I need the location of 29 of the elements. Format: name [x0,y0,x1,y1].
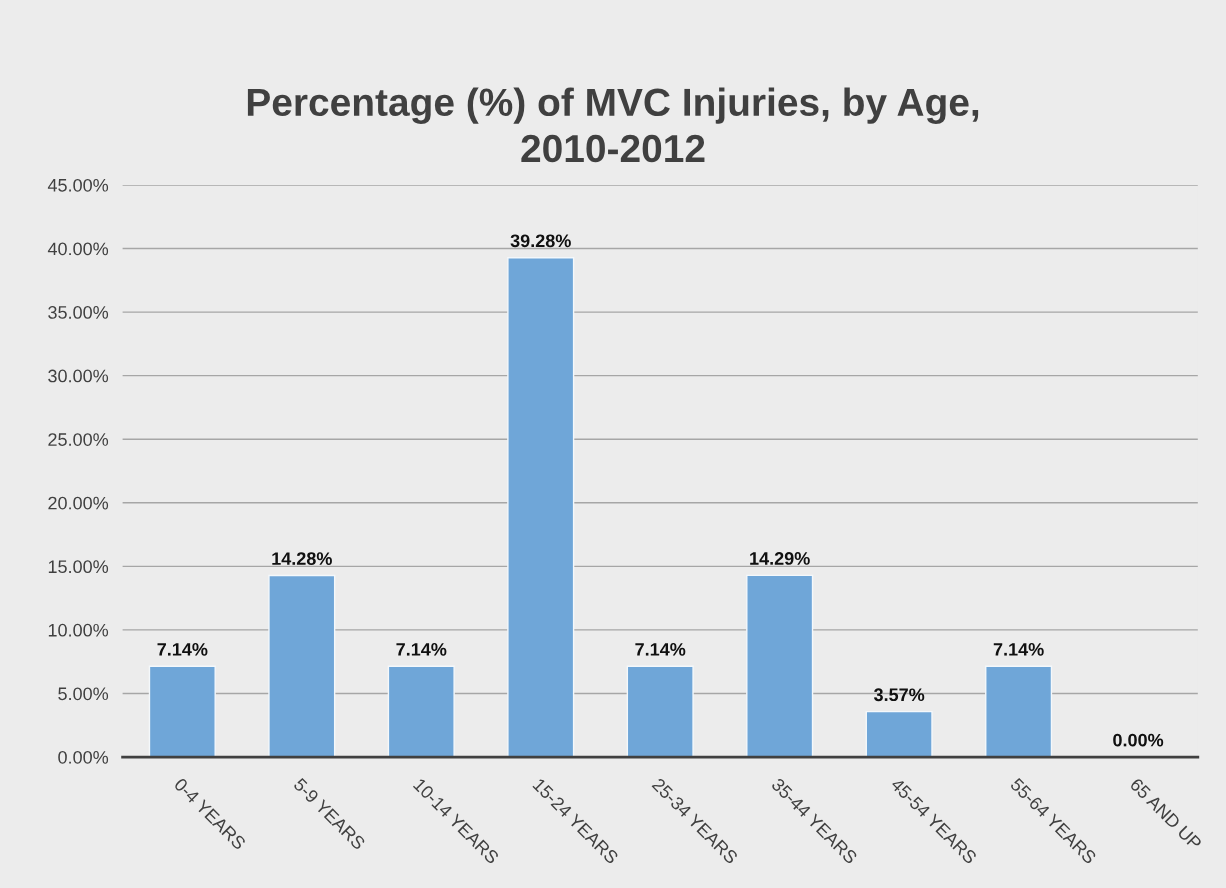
y-tick-label: 5.00% [58,687,109,701]
bar [148,665,216,758]
data-label: 7.14% [993,643,1044,656]
data-label: 7.14% [635,643,686,656]
bar [507,256,575,758]
y-tick-label: 30.00% [48,369,109,383]
data-label: 7.14% [396,643,447,656]
x-tick-label: 65 AND UP [1129,777,1203,851]
bar [626,665,694,758]
y-tick-label: 0.00% [58,750,109,764]
y-tick-label: 35.00% [48,306,109,319]
bar [746,574,814,758]
y-tick-label: 15.00% [48,560,109,574]
bar [865,710,933,758]
bar [985,665,1053,758]
bar [268,574,336,758]
y-tick-label: 25.00% [48,433,109,446]
data-label: 39.28% [510,234,571,248]
y-tick-label: 20.00% [48,496,109,510]
data-label: 3.57% [873,688,925,702]
y-tick-label: 10.00% [48,623,109,637]
data-label: 0.00% [1113,733,1164,747]
y-tick-label: 40.00% [47,242,109,256]
bar [387,665,455,758]
chart-title: Percentage (%) of MVC Injuries, by Age, 2010-2012 [247,87,979,163]
y-tick-label: 45.00% [47,178,109,192]
data-label: 7.14% [157,643,208,656]
data-label: 14.29% [750,552,810,565]
data-label: 14.28% [272,552,332,565]
